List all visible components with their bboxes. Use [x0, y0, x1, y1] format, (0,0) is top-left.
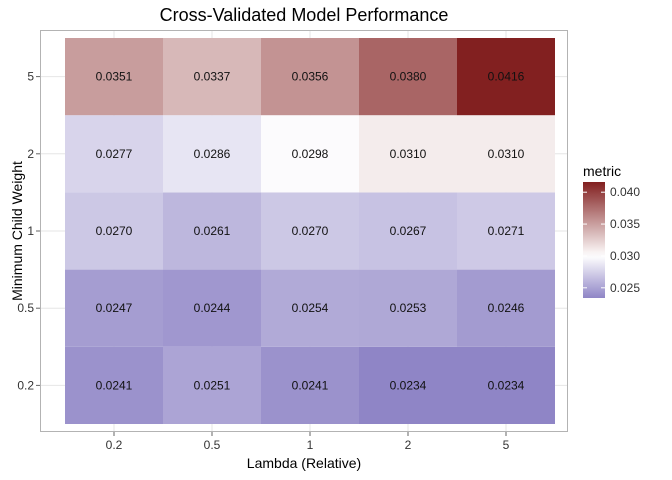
cell-value-label: 0.0310	[488, 147, 525, 161]
heatmap-cell	[163, 269, 261, 347]
cell-value-label: 0.0251	[194, 378, 231, 392]
heatmap-cell	[261, 269, 359, 347]
x-axis: 0.2 0.5 1 2 5	[106, 432, 510, 452]
heatmap-cell	[457, 346, 555, 424]
plot-panel-border	[40, 30, 568, 432]
x-tick-label: 5	[503, 438, 510, 452]
heatmap-cells: 0.0241 0.0251 0.0241 0.0234 0.0234 0.0247 0.02…	[65, 38, 555, 424]
legend-tick-label: 0.035	[610, 217, 640, 231]
y-tick-label: 5	[27, 70, 34, 84]
x-tick-label: 1	[307, 438, 314, 452]
y-tick-label: 1	[27, 224, 34, 238]
cell-value-label: 0.0310	[390, 147, 427, 161]
color-legend: metric 0.025 0.030 0.035 0.040	[583, 163, 640, 298]
cell-value-label: 0.0254	[292, 301, 329, 315]
heatmap-cell	[65, 38, 163, 116]
heatmap-cell	[163, 346, 261, 424]
heatmap-cell	[457, 192, 555, 270]
heatmap-cell	[359, 192, 457, 270]
y-tick-label: 2	[27, 147, 34, 161]
legend-tick-label: 0.025	[610, 281, 640, 295]
x-tick-label: 0.5	[204, 438, 221, 452]
heatmap-cell	[359, 346, 457, 424]
heatmap-cell	[359, 115, 457, 193]
cell-value-label: 0.0270	[292, 224, 329, 238]
heatmap-cell	[359, 38, 457, 116]
cell-value-label: 0.0286	[194, 147, 231, 161]
cell-value-label: 0.0241	[96, 378, 133, 392]
x-tick-label: 0.2	[106, 438, 123, 452]
cell-value-label: 0.0356	[292, 70, 329, 84]
cell-value-label: 0.0253	[390, 301, 427, 315]
heatmap-cell	[65, 346, 163, 424]
cell-value-label: 0.0267	[390, 224, 427, 238]
heatmap-cell	[261, 346, 359, 424]
heatmap-cell	[261, 115, 359, 193]
cell-value-label: 0.0234	[488, 378, 525, 392]
cell-value-label: 0.0270	[96, 224, 133, 238]
heatmap-cell	[163, 38, 261, 116]
cell-value-label: 0.0234	[390, 378, 427, 392]
cell-value-label: 0.0261	[194, 224, 231, 238]
legend-title: metric	[583, 163, 621, 179]
chart-title: Cross-Validated Model Performance	[160, 5, 449, 25]
heatmap-cell	[359, 269, 457, 347]
heatmap-cell	[163, 192, 261, 270]
legend-tick-label: 0.040	[610, 185, 640, 199]
heatmap-cell	[65, 269, 163, 347]
y-tick-label: 0.2	[17, 378, 34, 392]
heatmap-cell	[261, 192, 359, 270]
cell-value-label: 0.0298	[292, 147, 329, 161]
y-axis-title: Minimum Child Weight	[9, 161, 25, 301]
heatmap-cell	[65, 115, 163, 193]
cell-value-label: 0.0277	[96, 147, 133, 161]
heatmap-cell	[261, 38, 359, 116]
cell-value-label: 0.0351	[96, 70, 133, 84]
legend-tick-label: 0.030	[610, 249, 640, 263]
cell-value-label: 0.0241	[292, 378, 329, 392]
heatmap-cell	[457, 269, 555, 347]
cell-value-label: 0.0244	[194, 301, 231, 315]
x-axis-title: Lambda (Relative)	[247, 455, 361, 471]
y-axis: 0.2 0.5 1 2 5	[17, 70, 40, 392]
cell-value-label: 0.0337	[194, 70, 231, 84]
y-tick-label: 0.5	[17, 301, 34, 315]
heatmap-cell	[457, 38, 555, 116]
heatmap-cell	[457, 115, 555, 193]
cell-value-label: 0.0380	[390, 70, 427, 84]
cell-value-label: 0.0416	[488, 70, 525, 84]
cell-value-label: 0.0246	[488, 301, 525, 315]
heatmap-cell	[163, 115, 261, 193]
x-tick-label: 2	[405, 438, 412, 452]
heatmap-cell	[65, 192, 163, 270]
cell-value-label: 0.0247	[96, 301, 133, 315]
legend-colorbar	[583, 182, 605, 298]
cell-value-label: 0.0271	[488, 224, 525, 238]
